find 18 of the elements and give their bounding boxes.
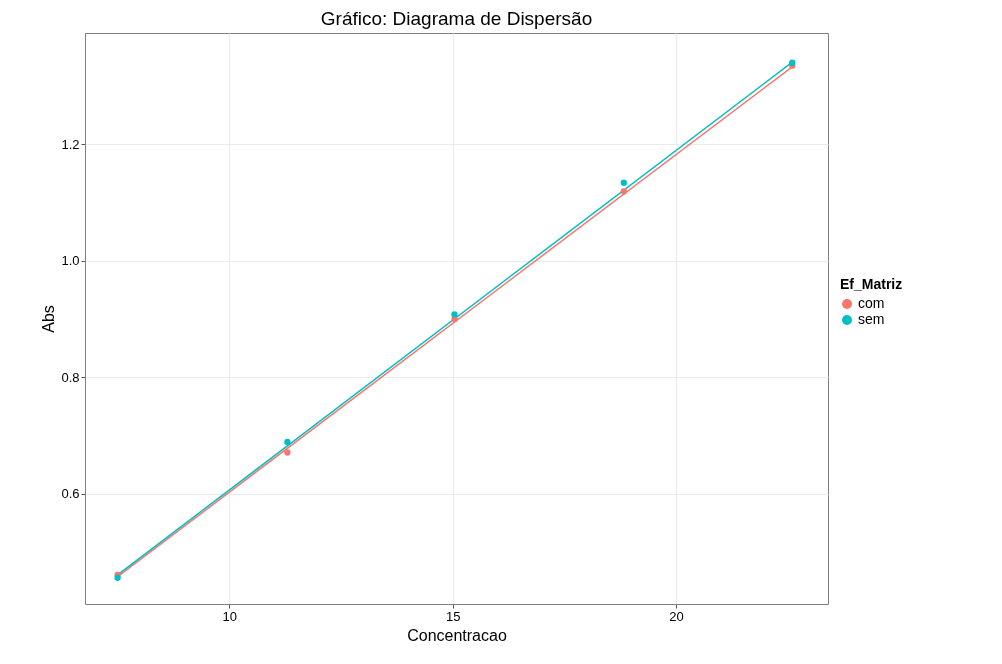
x-axis-title: Concentracao bbox=[407, 626, 507, 644]
point bbox=[620, 188, 627, 195]
legend-label: com bbox=[858, 295, 885, 311]
x-tick-label: 10 bbox=[222, 608, 238, 624]
y-axis-title: Abs bbox=[40, 305, 58, 333]
chart-title: Gráfico: Diagrama de Dispersão bbox=[320, 8, 593, 29]
point bbox=[620, 179, 627, 186]
y-tick-label: 1.2 bbox=[61, 136, 80, 152]
legend-title: Ef_Matriz bbox=[840, 276, 903, 292]
x-tick-label: 15 bbox=[445, 608, 461, 624]
legend-label: sem bbox=[858, 311, 885, 327]
y-tick-label: 0.8 bbox=[61, 369, 80, 385]
y-tick-label: 0.6 bbox=[61, 486, 80, 502]
point bbox=[284, 449, 291, 456]
point bbox=[284, 438, 291, 446]
y-tick-label: 1.0 bbox=[61, 253, 80, 269]
point bbox=[451, 311, 458, 318]
x-tick-label: 20 bbox=[669, 608, 684, 624]
